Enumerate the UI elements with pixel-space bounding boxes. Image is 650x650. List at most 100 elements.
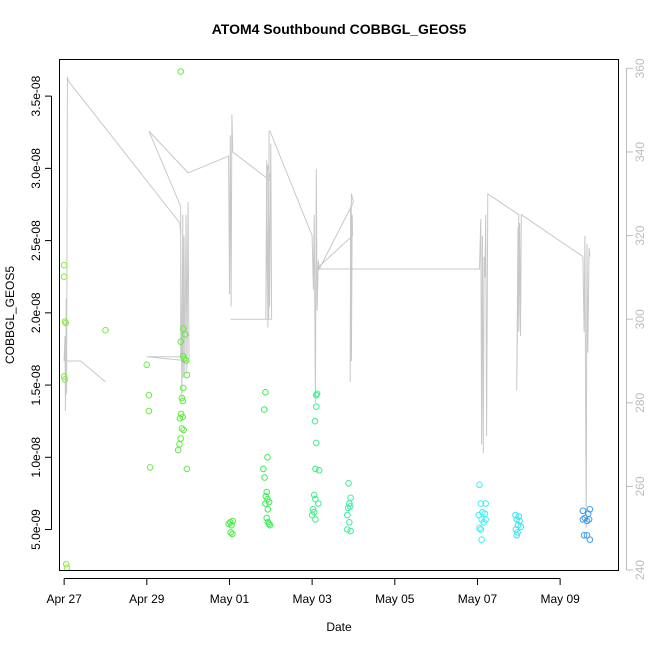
data-point-76 <box>347 527 354 535</box>
data-point-59 <box>312 465 319 473</box>
y2-tick-label-1: 260 <box>633 476 647 496</box>
data-point-49 <box>264 506 272 513</box>
data-point-36 <box>229 517 237 525</box>
data-point-30 <box>176 441 183 448</box>
data-point-73 <box>344 511 351 519</box>
data-point-105 <box>580 532 588 539</box>
y2-tick-label-5: 340 <box>633 142 647 162</box>
data-point-61 <box>310 491 318 499</box>
x-axis: Apr 27 Apr 29 May 01 May 03 May 05 May 07 May … <box>46 578 580 606</box>
data-point-39 <box>262 389 269 396</box>
data-point-42 <box>260 465 267 473</box>
data-point-102 <box>579 516 587 523</box>
data-point-107 <box>586 536 594 544</box>
data-point-60 <box>315 467 323 474</box>
y-axis-left: 5.0e-09 1.0e-08 1.5e-08 2.0e-08 2.5e-08 3.0e-… <box>29 75 52 550</box>
data-point-20 <box>183 371 191 379</box>
data-point-14 <box>177 338 184 346</box>
data-point-74 <box>346 519 353 526</box>
plot-frame <box>59 59 619 571</box>
data-point-0 <box>60 261 68 269</box>
y2-tick-label-6: 360 <box>633 58 647 78</box>
data-point-78 <box>477 500 485 507</box>
data-point-88 <box>478 536 485 544</box>
y-axis-right: 240 260 280 300 320 340 360 <box>626 58 647 580</box>
data-point-8 <box>102 326 109 334</box>
x-tick-label-4: May 05 <box>375 592 415 606</box>
data-point-4 <box>60 373 68 380</box>
data-point-26 <box>179 413 187 421</box>
data-point-3 <box>62 319 70 327</box>
y-tick-label-0: 5.0e-09 <box>29 509 43 550</box>
data-point-29 <box>177 435 184 442</box>
x-tick-label-1: Apr 29 <box>129 592 165 606</box>
data-point-47 <box>265 498 273 506</box>
data-point-97 <box>513 532 521 539</box>
y-axis-label: COBBGL_GEOS5 <box>3 266 17 364</box>
data-point-22 <box>178 394 186 402</box>
data-point-6 <box>62 560 70 568</box>
y-tick-label-4: 2.5e-08 <box>29 220 43 261</box>
data-point-63 <box>315 500 322 507</box>
data-point-48 <box>262 500 269 507</box>
data-point-16 <box>181 331 189 338</box>
data-point-38 <box>229 530 236 538</box>
data-point-89 <box>512 511 519 519</box>
data-point-70 <box>346 500 353 507</box>
data-point-85 <box>482 516 490 523</box>
data-point-13 <box>177 68 184 75</box>
data-point-27 <box>178 425 186 432</box>
data-point-7 <box>63 564 71 572</box>
data-point-40 <box>260 406 268 413</box>
points-layer <box>60 68 594 572</box>
trace-line-segment-0 <box>65 319 106 383</box>
data-point-68 <box>345 480 352 487</box>
data-point-67 <box>312 516 319 523</box>
data-point-87 <box>477 526 485 533</box>
data-point-28 <box>180 426 187 434</box>
data-point-56 <box>313 403 320 411</box>
x-tick-label-5: May 07 <box>458 592 498 606</box>
data-point-75 <box>344 526 351 533</box>
data-point-50 <box>263 514 271 522</box>
data-point-58 <box>313 439 320 447</box>
data-point-15 <box>179 325 187 333</box>
data-point-23 <box>179 397 187 405</box>
data-point-94 <box>517 523 525 531</box>
data-point-66 <box>308 511 316 519</box>
x-tick-label-3: May 03 <box>292 592 332 606</box>
data-point-41 <box>264 454 271 461</box>
data-point-98 <box>579 507 587 515</box>
data-point-96 <box>514 529 521 536</box>
data-point-43 <box>261 474 268 481</box>
data-point-86 <box>476 524 483 532</box>
data-point-72 <box>346 503 354 510</box>
data-point-12 <box>146 464 154 471</box>
x-tick-label-6: May 09 <box>540 592 580 606</box>
y2-tick-label-0: 240 <box>633 560 647 580</box>
data-point-1 <box>60 273 68 281</box>
x-tick-label-0: Apr 27 <box>46 592 82 606</box>
data-point-55 <box>313 391 320 399</box>
data-point-57 <box>311 417 319 425</box>
trace-line <box>63 76 591 529</box>
data-point-11 <box>145 407 153 415</box>
data-point-37 <box>227 529 234 536</box>
y-tick-label-2: 1.5e-08 <box>29 364 43 405</box>
chart-title: ATOM4 Southbound COBBGL_GEOS5 <box>212 21 467 37</box>
x-tick-label-2: May 01 <box>210 592 250 606</box>
y2-tick-label-4: 320 <box>633 225 647 245</box>
data-point-53 <box>266 521 274 529</box>
y2-tick-label-2: 280 <box>633 392 647 412</box>
y-tick-label-1: 1.0e-08 <box>29 437 43 478</box>
y-tick-label-5: 3.0e-08 <box>29 148 43 189</box>
y-tick-label-6: 3.5e-08 <box>29 75 43 116</box>
data-point-21 <box>179 384 187 392</box>
data-point-44 <box>263 488 271 496</box>
data-point-106 <box>583 532 591 539</box>
data-point-9 <box>143 361 151 369</box>
data-point-79 <box>482 500 490 507</box>
secondary-trace-layer <box>63 76 591 529</box>
data-point-19 <box>182 357 190 364</box>
